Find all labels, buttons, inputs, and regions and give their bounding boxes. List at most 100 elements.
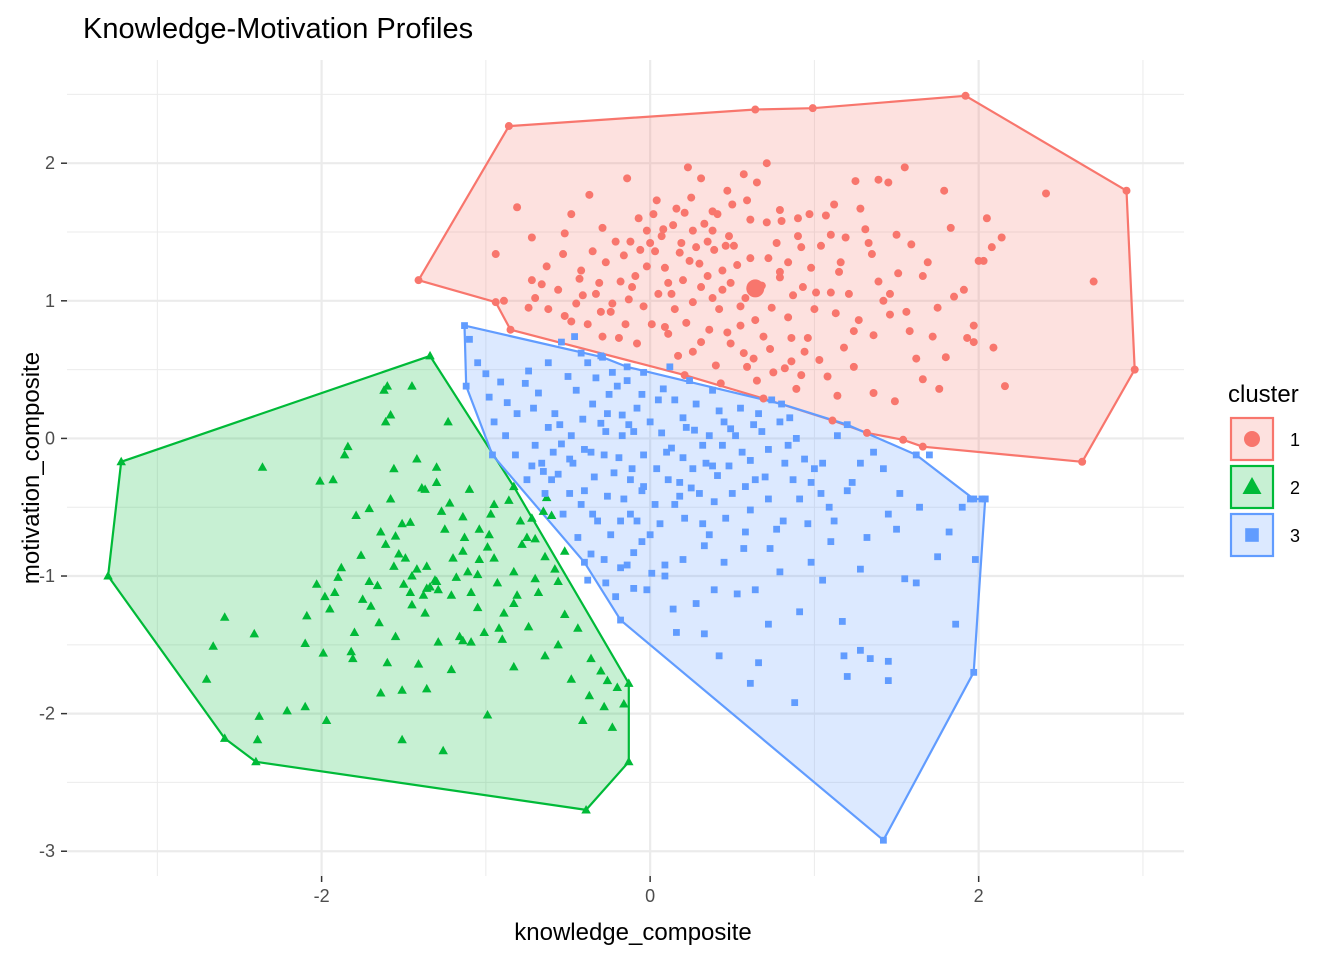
cluster-1-point <box>864 239 873 248</box>
cluster-1-point <box>626 237 635 246</box>
cluster-1-point <box>688 298 697 307</box>
cluster-3-hull-point <box>912 451 920 459</box>
cluster-3-point <box>589 510 597 518</box>
y-tick-label: -2 <box>39 704 55 724</box>
cluster-2-point <box>458 635 468 645</box>
cluster-2-point <box>497 634 508 643</box>
cluster-3-point <box>659 385 667 393</box>
cluster-3-point <box>709 462 716 470</box>
cluster-3-points <box>461 322 989 844</box>
cluster-1-point <box>800 347 809 356</box>
cluster-1-hull-point <box>961 91 970 100</box>
cluster-1-point <box>918 272 927 281</box>
cluster-2-point <box>421 683 432 693</box>
cluster-3-point <box>541 490 549 497</box>
cluster-1-point <box>946 223 955 232</box>
cluster-1-point <box>793 214 802 223</box>
cluster-2-point <box>527 513 537 522</box>
cluster-3-point <box>807 558 815 566</box>
cluster-1-point <box>711 361 720 370</box>
y-tick-label: 2 <box>45 153 55 173</box>
cluster-3-point <box>612 593 620 601</box>
cluster-1-point <box>762 218 771 227</box>
cluster-3-point <box>722 514 730 522</box>
cluster-3-point <box>934 553 942 561</box>
cluster-3-point <box>604 492 611 500</box>
cluster-1-point <box>797 371 806 380</box>
cluster-2-point <box>375 526 386 536</box>
cluster-1-point <box>762 159 771 168</box>
cluster-1-point <box>646 239 655 248</box>
cluster-3-point <box>581 446 588 453</box>
cluster-1-point <box>769 368 778 377</box>
cluster-2-point <box>407 599 417 609</box>
cluster-1-point <box>542 262 551 271</box>
cluster-1-point <box>918 375 927 384</box>
cluster-1-point <box>736 302 745 311</box>
cluster-1-point <box>923 258 932 267</box>
cluster-2-point <box>573 623 583 632</box>
cluster-2-point <box>379 385 389 394</box>
cluster-1-point <box>752 376 761 385</box>
cluster-1-point <box>624 295 633 304</box>
cluster-3-point <box>807 479 815 486</box>
cluster-2-point <box>553 639 563 649</box>
cluster-3-point <box>531 441 539 449</box>
cluster-1-point <box>659 225 668 234</box>
cluster-2-point <box>599 701 609 711</box>
cluster-3-hull-point <box>970 668 978 676</box>
cluster-2-point <box>257 462 268 471</box>
cluster-3-point <box>574 534 582 541</box>
cluster-3-point <box>884 510 892 518</box>
cluster-3-point <box>654 396 662 404</box>
cluster-3-point <box>884 677 892 685</box>
cluster-3-point <box>581 487 588 495</box>
cluster-1-point <box>787 357 796 366</box>
cluster-1-point <box>716 379 725 388</box>
cluster-3-point <box>746 506 754 514</box>
cluster-2-hull-point <box>624 756 634 766</box>
chart-title: Knowledge-Motivation Profiles <box>83 13 473 45</box>
cluster-2-hull-point <box>116 456 126 466</box>
cluster-3-point <box>653 465 661 473</box>
cluster-2-point <box>484 529 494 539</box>
cluster-3-point <box>733 590 741 598</box>
cluster-3-point <box>525 367 532 375</box>
cluster-3-point <box>727 425 735 433</box>
y-axis-title: motivation_composite <box>18 352 45 584</box>
cluster-1-point <box>680 208 689 217</box>
cluster-1-point <box>598 332 607 341</box>
cluster-1-point <box>885 289 894 298</box>
cluster-3-point <box>615 454 623 462</box>
cluster-3-point <box>765 495 772 503</box>
cluster-2-point <box>405 587 416 597</box>
cluster-2-point <box>463 566 473 576</box>
cluster-3-point <box>577 501 585 508</box>
cluster-2-point <box>375 687 386 697</box>
cluster-2-point <box>420 484 430 493</box>
cluster-1-point <box>900 163 909 172</box>
cluster-1-point <box>766 344 775 353</box>
cluster-1-point <box>874 277 883 286</box>
cluster-2-point <box>538 506 549 515</box>
cluster-1-point <box>623 174 632 183</box>
cluster-1-point <box>647 320 656 329</box>
cluster-3-point <box>765 620 772 628</box>
cluster-1-point <box>833 391 842 400</box>
cluster-1-point <box>527 276 536 285</box>
cluster-3-point <box>776 568 784 576</box>
cluster-1-point <box>805 210 814 219</box>
cluster-1-point <box>678 276 687 285</box>
cluster-1-point <box>739 349 748 358</box>
cluster-3-point <box>671 501 679 508</box>
cluster-3-point <box>485 393 493 401</box>
cluster-3-point <box>633 517 641 525</box>
cluster-3-point <box>669 605 677 613</box>
cluster-3-point <box>811 465 818 473</box>
cluster-3-point <box>746 457 754 464</box>
cluster-1-hull-point <box>1078 457 1087 466</box>
legend-label-3: 3 <box>1290 526 1300 546</box>
cluster-3-point <box>863 534 871 541</box>
cluster-1-point <box>733 261 742 270</box>
cluster-1-point <box>654 289 663 298</box>
